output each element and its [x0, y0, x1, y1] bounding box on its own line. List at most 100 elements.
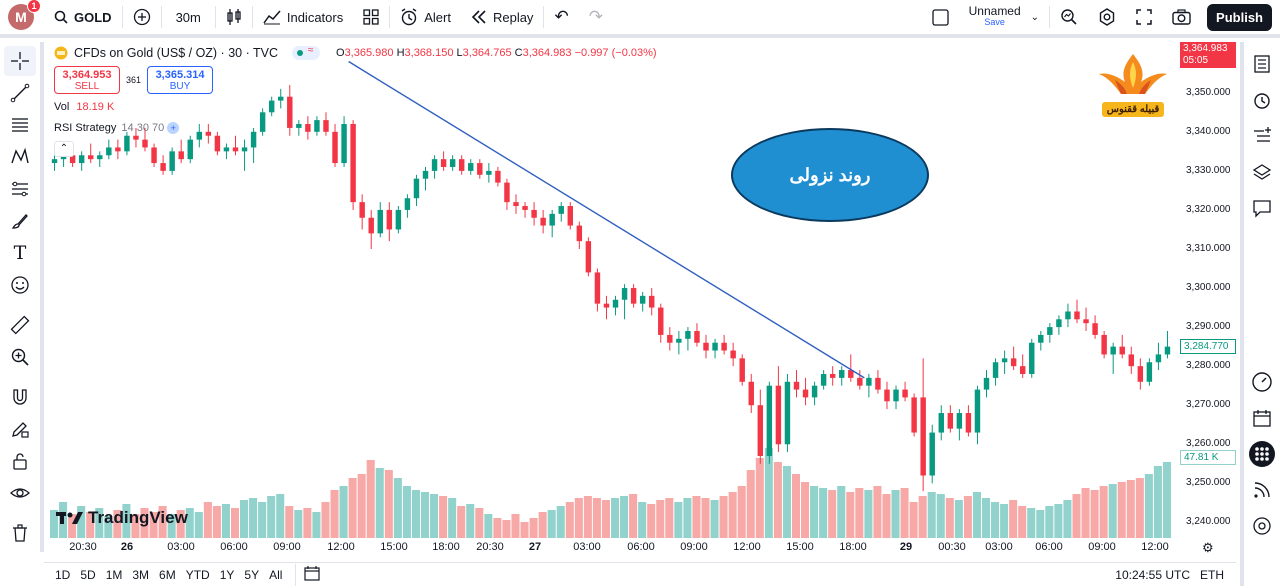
- strategy-report-icon[interactable]: +: [167, 122, 180, 135]
- projection-tool[interactable]: [4, 174, 36, 204]
- chart-legend: CFDs on Gold (US$ / OZ) · 30 · TVC ≈: [54, 45, 320, 60]
- trendline-tool[interactable]: [4, 78, 36, 108]
- range-button-5d[interactable]: 5D: [80, 567, 96, 582]
- range-button-6m[interactable]: 6M: [159, 567, 176, 582]
- range-button-5y[interactable]: 5Y: [244, 567, 260, 582]
- undo-button[interactable]: ↶: [544, 0, 578, 34]
- replay-button[interactable]: Replay: [461, 0, 543, 34]
- pattern-tool[interactable]: [4, 142, 36, 172]
- symbol-search-button[interactable]: GOLD: [44, 0, 122, 34]
- candle-body: [504, 182, 510, 203]
- chart-type-button[interactable]: [216, 0, 252, 34]
- close-value: 3,364.983: [522, 47, 572, 59]
- zoom-in-tool[interactable]: [4, 342, 36, 372]
- alert-button[interactable]: Alert: [390, 0, 461, 34]
- magnet-tool[interactable]: [4, 382, 36, 412]
- rsi-legend[interactable]: RSI Strategy 14 30 70 +: [54, 122, 180, 135]
- interval-button[interactable]: 30m: [175, 9, 201, 25]
- layouts-button[interactable]: [353, 0, 389, 34]
- price-tick: 3,270.000: [1186, 399, 1231, 411]
- time-tick: 12:00: [327, 541, 355, 553]
- watchlist-button[interactable]: [1246, 46, 1278, 82]
- measure-tool[interactable]: [4, 310, 36, 340]
- volume-bar: [936, 494, 945, 538]
- layers-button[interactable]: [1246, 154, 1278, 190]
- currency-button[interactable]: ETH: [1200, 567, 1224, 582]
- lock-drawing-tool[interactable]: [4, 414, 36, 444]
- crosshair-icon: [11, 52, 29, 70]
- ideas-button[interactable]: [1246, 364, 1278, 400]
- candle-body: [522, 206, 528, 210]
- range-button-1y[interactable]: 1Y: [219, 567, 235, 582]
- volume-bar: [864, 490, 873, 538]
- volume-bar: [185, 508, 194, 538]
- time-tick: 20:30: [69, 541, 97, 553]
- rsi-params: 14 30 70: [121, 122, 165, 134]
- range-button-ytd[interactable]: YTD: [185, 567, 210, 582]
- crosshair-tool[interactable]: [4, 46, 36, 76]
- volume-bar: [366, 460, 375, 538]
- range-button-1d[interactable]: 1D: [55, 567, 71, 582]
- indicators-button[interactable]: Indicators: [253, 0, 353, 34]
- collapse-legend-button[interactable]: ⌃: [54, 141, 74, 157]
- snapshot-button[interactable]: [1162, 0, 1201, 34]
- buy-button[interactable]: 3,365.314 BUY: [147, 66, 214, 94]
- sell-button[interactable]: 3,364.953 SELL: [54, 66, 120, 94]
- fib-tool[interactable]: [4, 110, 36, 140]
- visibility-tool[interactable]: [4, 478, 36, 508]
- brush-icon: [11, 214, 28, 229]
- candle-body: [676, 338, 682, 343]
- chat-button[interactable]: [1246, 190, 1278, 226]
- volume-bar: [321, 502, 330, 538]
- icon-tool[interactable]: [4, 270, 36, 300]
- volume-bar: [692, 496, 701, 538]
- range-button-1m[interactable]: 1M: [105, 567, 123, 582]
- price-tick: 3,320.000: [1186, 203, 1231, 215]
- volume-bar: [176, 510, 185, 538]
- volume-legend[interactable]: Vol 18.19 K: [54, 101, 114, 113]
- candle-body: [106, 147, 112, 156]
- publish-button[interactable]: Publish: [1207, 3, 1272, 31]
- brush-tool[interactable]: [4, 206, 36, 236]
- time-axis[interactable]: 20:30 26 03:00 06:00 09:00 12:00 15:00 18:00 20:…: [44, 538, 1236, 558]
- price-chart[interactable]: [44, 42, 1180, 538]
- redo-button[interactable]: ↷: [579, 0, 613, 34]
- candle-body: [142, 139, 148, 148]
- stream-button[interactable]: [1246, 472, 1278, 508]
- candle-body: [323, 120, 329, 132]
- candle-body: [1019, 366, 1026, 374]
- volume-bar: [402, 486, 411, 538]
- range-button-3m[interactable]: 3M: [132, 567, 150, 582]
- time-tick: 00:30: [938, 541, 966, 553]
- axis-settings-button[interactable]: ⚙: [1202, 540, 1214, 556]
- layout-menu-button[interactable]: Unnamed Save ⌄: [922, 0, 1049, 34]
- quick-search-button[interactable]: [1050, 0, 1088, 34]
- volume-bar: [1144, 474, 1153, 538]
- settings-button[interactable]: [1088, 0, 1126, 34]
- compare-symbol-button[interactable]: [123, 0, 161, 34]
- smiley-icon: [11, 276, 29, 294]
- user-avatar[interactable]: M 1: [8, 0, 41, 30]
- volume-bar: [68, 514, 77, 538]
- fullscreen-button[interactable]: [1126, 0, 1162, 34]
- price-axis[interactable]: 3,240.000 3,250.000 3,260.000 3,270.000 3,28…: [1180, 42, 1236, 538]
- calendar-button[interactable]: [1246, 400, 1278, 436]
- symbol-label: GOLD: [74, 9, 112, 25]
- goto-date-button[interactable]: [304, 565, 321, 584]
- clock[interactable]: 10:24:55 UTC: [1115, 567, 1190, 582]
- delete-tool[interactable]: [4, 518, 36, 548]
- candle-body: [839, 370, 845, 378]
- alerts-panel-button[interactable]: [1246, 82, 1278, 118]
- volume-bar: [665, 498, 674, 538]
- watchlist-icon: [1254, 55, 1270, 73]
- volume-bar: [77, 506, 86, 538]
- help-button[interactable]: [1246, 508, 1278, 544]
- volume-bar: [267, 496, 276, 538]
- time-tick: 20:30: [476, 541, 504, 553]
- range-button-all[interactable]: All: [269, 567, 283, 582]
- time-tick: 27: [528, 541, 542, 553]
- lock-tool[interactable]: [4, 446, 36, 476]
- apps-button[interactable]: [1246, 436, 1278, 472]
- text-tool[interactable]: T: [4, 238, 36, 268]
- object-tree-button[interactable]: [1246, 118, 1278, 154]
